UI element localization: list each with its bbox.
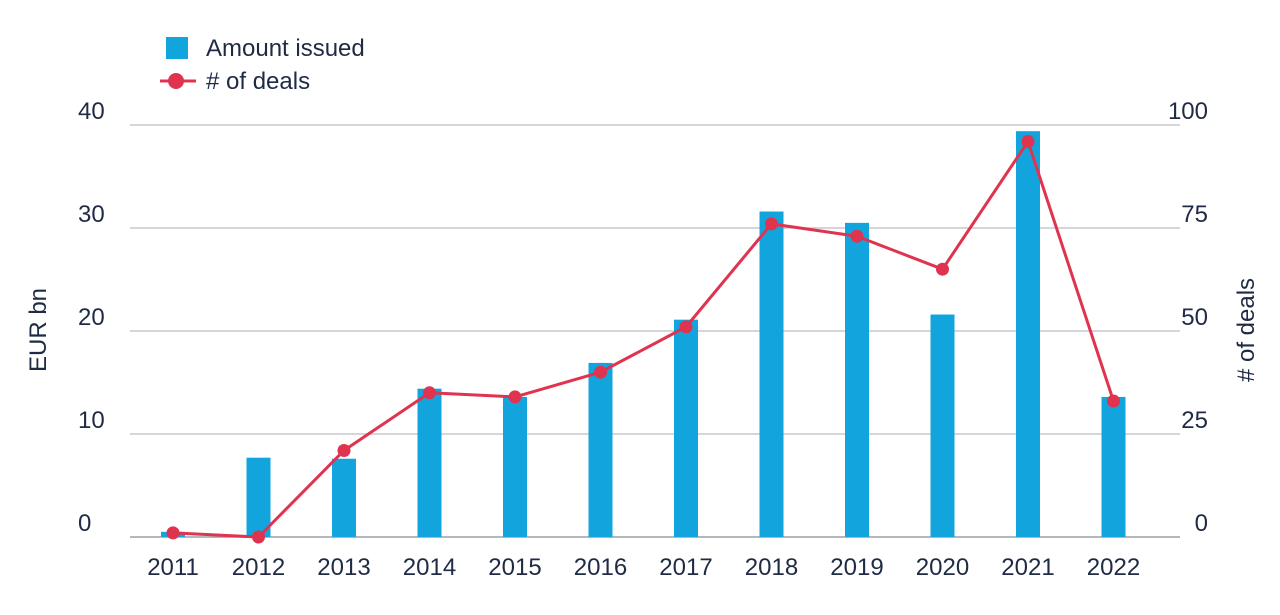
x-axis-ticks: 2011 2012 2013 2014 2015 2016 2017 2018 2019 2020… — [147, 554, 1140, 581]
right-tick-label: 0 — [1195, 510, 1208, 537]
bar-2017 — [674, 319, 698, 537]
x-tick-label: 2013 — [317, 554, 370, 581]
legend-label-amount: Amount issued — [206, 35, 365, 62]
left-tick-label: 0 — [78, 510, 91, 537]
deals-point-2015 — [508, 390, 522, 404]
deals-point-2016 — [594, 365, 607, 379]
x-tick-label: 2016 — [574, 554, 627, 581]
left-tick-label: 40 — [78, 98, 105, 125]
x-tick-label: 2017 — [659, 554, 712, 581]
legend-marker-swatch — [168, 73, 184, 89]
right-tick-label: 100 — [1168, 98, 1208, 125]
deals-point-2022 — [1107, 394, 1120, 408]
deals-point-2021 — [1021, 134, 1035, 148]
bar-2016 — [588, 362, 613, 537]
deals-point-2014 — [423, 386, 436, 400]
bar-2015 — [503, 396, 527, 537]
x-tick-label: 2012 — [232, 554, 285, 581]
bar-2020 — [930, 314, 955, 537]
left-tick-label: 10 — [78, 407, 105, 434]
bar-2022 — [1101, 396, 1126, 537]
deals-point-2011 — [166, 526, 180, 540]
left-tick-label: 20 — [78, 304, 105, 331]
x-tick-label: 2021 — [1001, 554, 1054, 581]
left-tick-label: 30 — [78, 201, 105, 228]
x-tick-label: 2020 — [916, 554, 969, 581]
x-tick-label: 2022 — [1087, 554, 1140, 581]
bar-2014 — [417, 388, 442, 537]
deals-point-2013 — [337, 443, 351, 457]
legend-label-deals: # of deals — [206, 68, 310, 95]
bar-2013 — [332, 458, 356, 537]
right-axis-ticks: 0 25 50 75 100 — [1168, 98, 1208, 537]
deals-line — [172, 139, 1115, 539]
x-tick-label: 2014 — [403, 554, 456, 581]
x-tick-label: 2011 — [147, 554, 199, 581]
bar-2012 — [246, 457, 271, 537]
legend: Amount issued # of deals — [160, 35, 365, 95]
gridlines — [130, 124, 1180, 538]
bar-2019 — [845, 222, 869, 537]
bar-2021 — [1016, 131, 1040, 537]
deals-point-2019 — [850, 229, 864, 243]
right-tick-label: 25 — [1181, 407, 1208, 434]
right-tick-label: 75 — [1181, 201, 1208, 228]
x-tick-label: 2015 — [488, 554, 541, 581]
bar-2018 — [759, 211, 784, 537]
legend-bar-swatch — [166, 37, 188, 59]
x-tick-label: 2019 — [830, 554, 883, 581]
deals-point-2012 — [252, 530, 265, 544]
deals-point-2020 — [936, 262, 949, 276]
deals-point-2017 — [679, 320, 693, 334]
deals-point-2018 — [765, 217, 778, 231]
left-axis-title: EUR bn — [25, 288, 52, 372]
right-tick-label: 50 — [1181, 304, 1208, 331]
left-axis-ticks: 0 10 20 30 40 — [78, 98, 105, 537]
right-axis-title: # of deals — [1233, 278, 1260, 382]
x-tick-label: 2018 — [745, 554, 798, 581]
bar-series — [161, 131, 1126, 537]
line-series — [166, 134, 1120, 544]
